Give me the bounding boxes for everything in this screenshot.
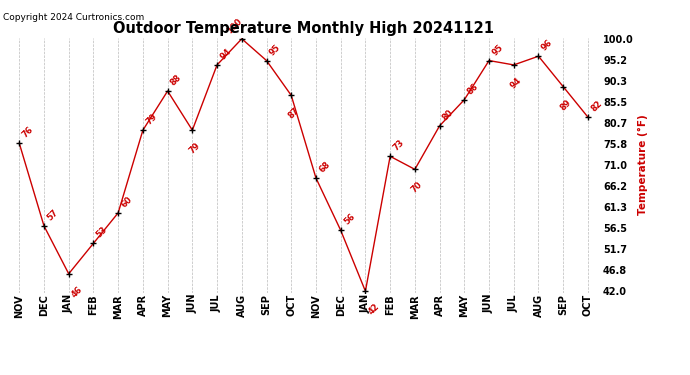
Text: 80: 80 [441, 108, 455, 122]
Text: 57: 57 [46, 208, 60, 222]
Text: 95: 95 [491, 42, 505, 57]
Text: 73: 73 [391, 138, 406, 153]
Text: 100: 100 [225, 16, 244, 35]
Text: 86: 86 [466, 82, 480, 96]
Text: 96: 96 [540, 38, 554, 53]
Text: 46: 46 [70, 285, 85, 299]
Text: 88: 88 [169, 73, 184, 87]
Text: 70: 70 [410, 180, 424, 195]
Text: 56: 56 [342, 212, 357, 227]
Text: 95: 95 [268, 42, 282, 57]
Text: 53: 53 [95, 225, 109, 240]
Title: Outdoor Temperature Monthly High 20241121: Outdoor Temperature Monthly High 2024112… [113, 21, 494, 36]
Text: 82: 82 [589, 99, 604, 114]
Text: 89: 89 [558, 98, 573, 112]
Text: 76: 76 [21, 125, 35, 140]
Text: 79: 79 [144, 112, 159, 127]
Text: 42: 42 [366, 302, 382, 317]
Text: 79: 79 [188, 141, 202, 156]
Text: 87: 87 [286, 106, 301, 121]
Text: 68: 68 [317, 160, 332, 175]
Text: 94: 94 [509, 76, 524, 90]
Text: 94: 94 [218, 47, 233, 62]
Text: 60: 60 [119, 195, 134, 209]
Y-axis label: Temperature (°F): Temperature (°F) [638, 115, 648, 215]
Text: Copyright 2024 Curtronics.com: Copyright 2024 Curtronics.com [3, 13, 145, 22]
